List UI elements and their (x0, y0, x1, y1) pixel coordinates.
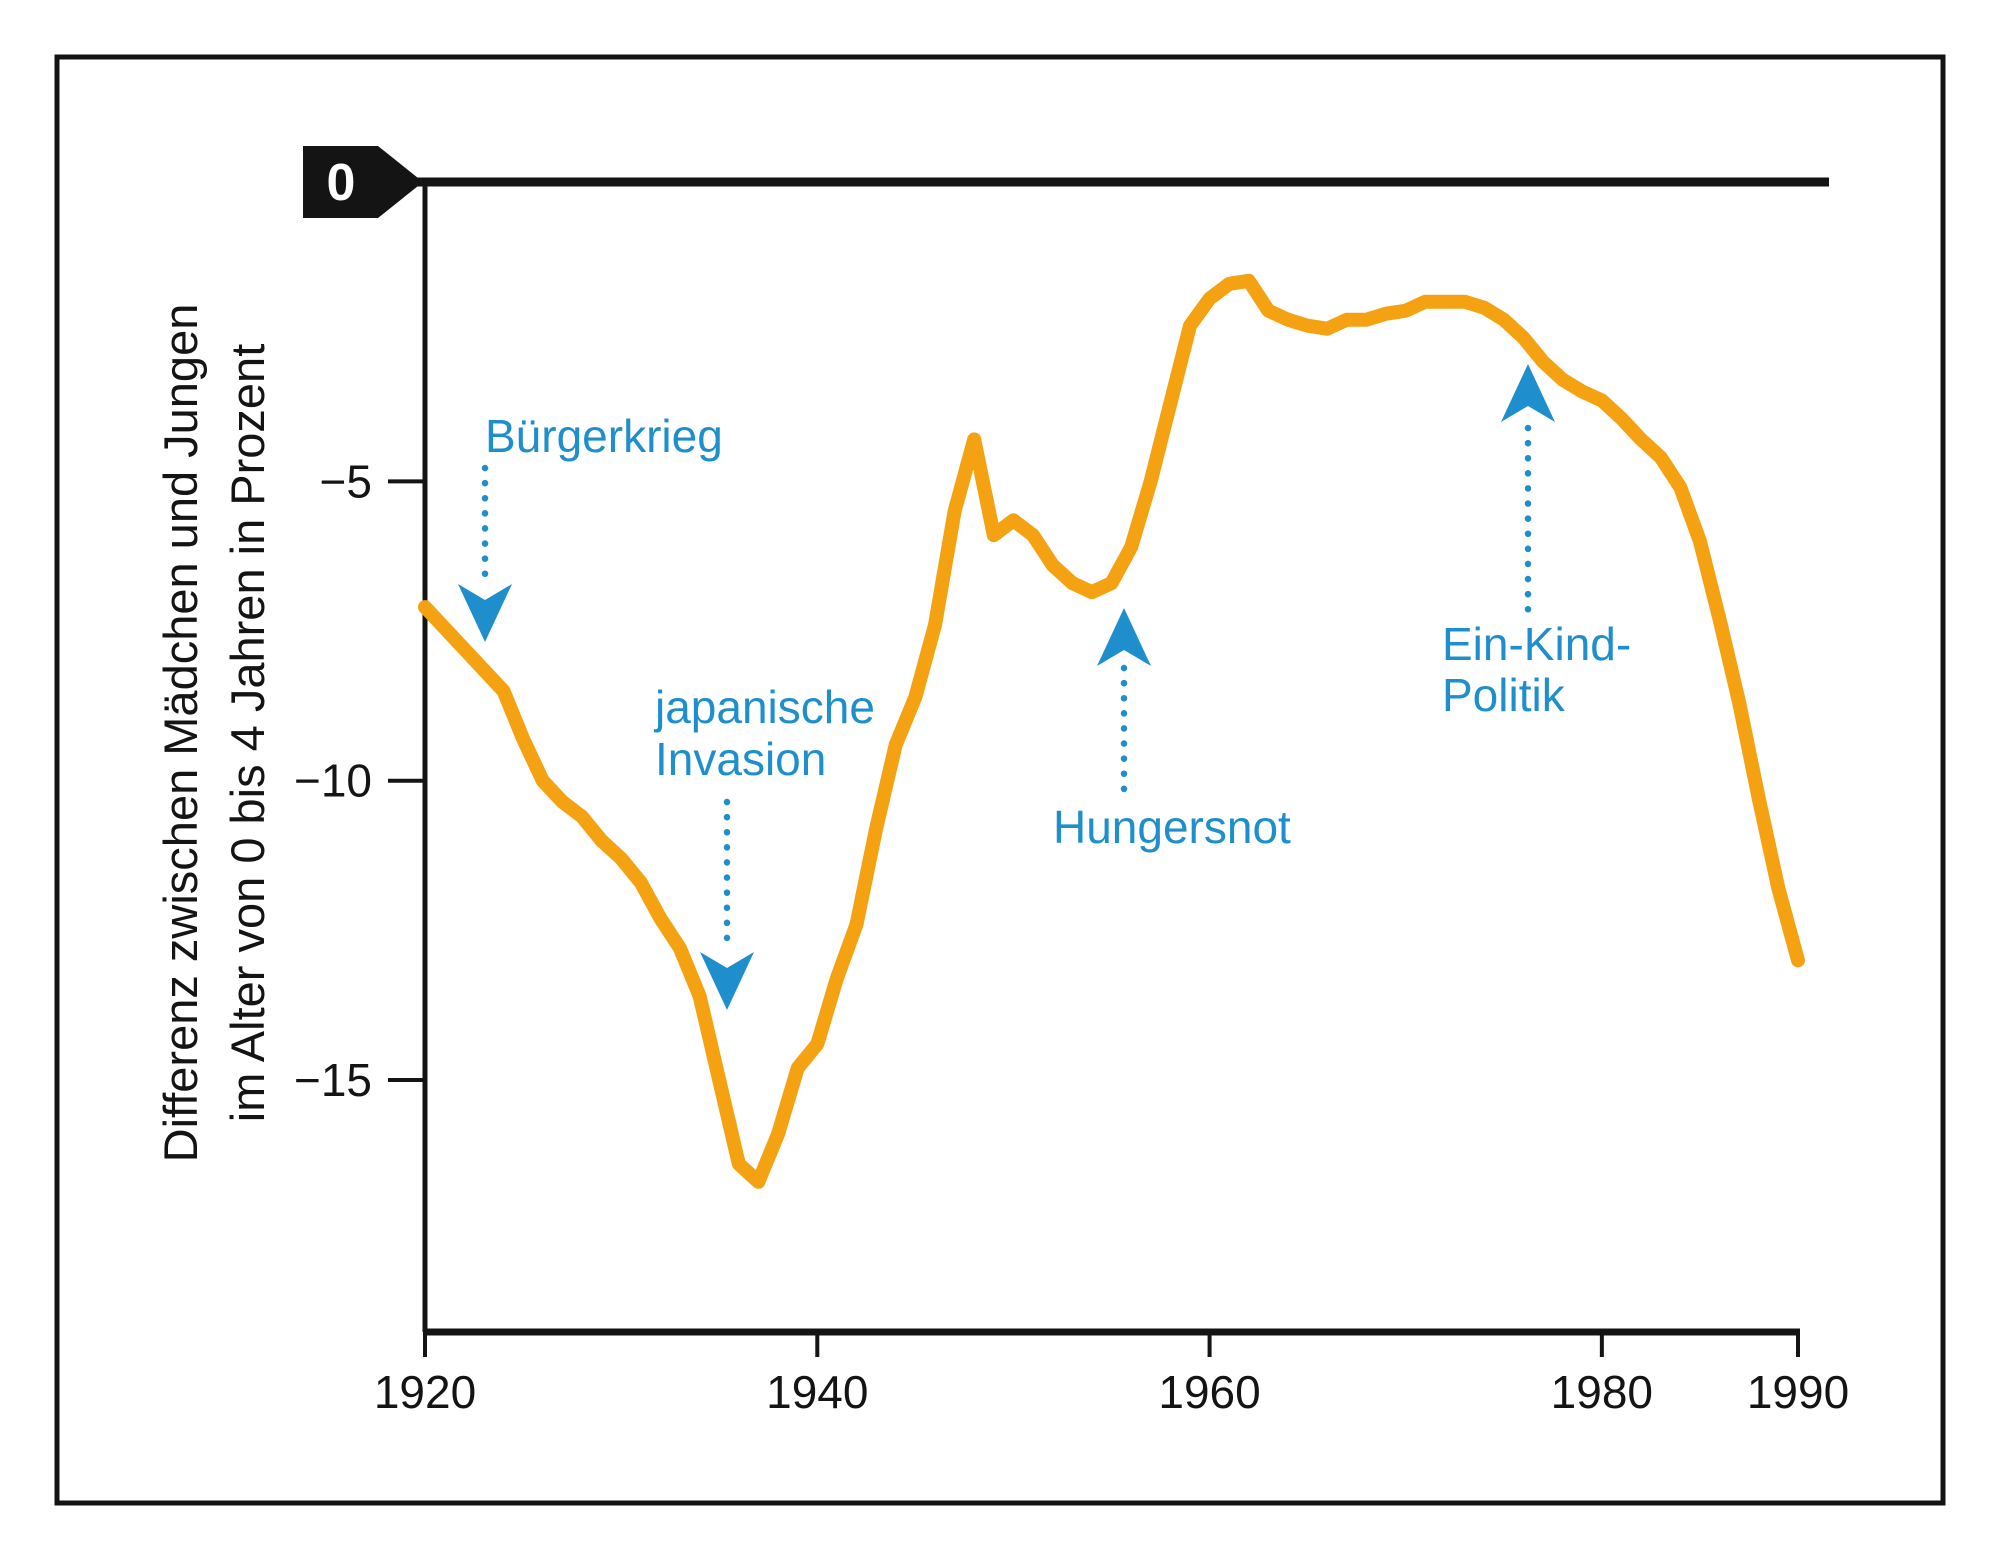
x-axis-ticks: 1920 1940 1960 1980 1990 (374, 1332, 1849, 1418)
annotation-label-ein-kind--line1: Ein-Kind- (1442, 618, 1631, 670)
x-tick-label-1940: 1940 (766, 1366, 868, 1418)
y-axis-ticks: −5 −10 −15 (294, 455, 423, 1106)
x-tick-label-1960: 1960 (1158, 1366, 1260, 1418)
y-axis-title: Differenz zwischen Mädchen und Jungen im… (154, 304, 274, 1163)
x-tick-label-1920: 1920 (374, 1366, 476, 1418)
annotation-label-japanische-line1: japanische (653, 681, 875, 733)
annotation-ein-kind-: Ein-Kind-Politik (1442, 364, 1631, 721)
y-tick-label--5: −5 (320, 455, 372, 507)
annotation-arrowhead-down-icon (700, 952, 754, 1010)
annotation-hungersnot: Hungersnot (1053, 608, 1291, 853)
annotation-label-japanische-line2: Invasion (655, 733, 826, 785)
figure-border (54, 54, 1946, 1506)
annotation-label-hungersnot-line1: Hungersnot (1053, 801, 1291, 853)
y-axis-title-line1: Differenz zwischen Mädchen und Jungen (154, 304, 207, 1163)
x-tick-label-1980: 1980 (1551, 1366, 1653, 1418)
data-line (418, 273, 1805, 1189)
zero-line-group: 0 (303, 146, 1829, 218)
zero-tag (303, 146, 423, 218)
annotation-label-ein-kind--line2: Politik (1442, 669, 1566, 721)
annotation-arrowhead-up-icon (1097, 608, 1151, 666)
zero-tag-label: 0 (327, 154, 356, 212)
y-tick-label--10: −10 (294, 755, 372, 807)
y-tick-label--15: −15 (294, 1054, 372, 1106)
x-tick-label-1990: 1990 (1747, 1366, 1849, 1418)
annotation-arrowhead-up-icon (1501, 364, 1555, 422)
y-axis-title-line2: im Alter von 0 bis 4 Jahren in Prozent (221, 344, 274, 1123)
annotation-arrowhead-down-icon (458, 584, 512, 642)
annotation-b-rgerkrieg: Bürgerkrieg (458, 410, 723, 642)
annotation-label-b-rgerkrieg-line1: Bürgerkrieg (485, 410, 723, 462)
